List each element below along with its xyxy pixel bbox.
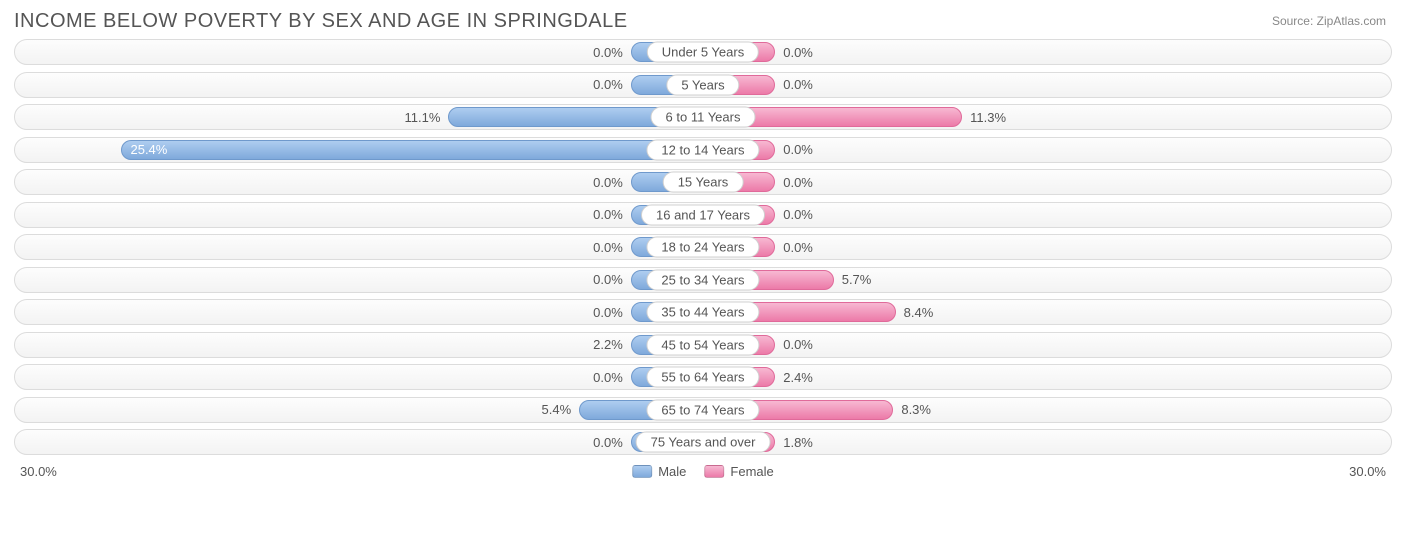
female-value-label: 8.3% (901, 400, 931, 420)
category-label: 75 Years and over (636, 432, 771, 453)
category-label: 16 and 17 Years (641, 204, 765, 225)
male-bar (121, 140, 704, 160)
legend-item-female: Female (704, 464, 773, 479)
axis-max-right: 30.0% (1349, 464, 1386, 479)
chart-row: 0.0% 0.0% Under 5 Years (14, 39, 1392, 65)
category-label: 15 Years (663, 172, 744, 193)
female-swatch-icon (704, 465, 724, 478)
category-label: Under 5 Years (647, 42, 759, 63)
female-value-label: 0.0% (783, 237, 813, 257)
female-value-label: 0.0% (783, 75, 813, 95)
category-label: 55 to 64 Years (646, 367, 759, 388)
category-label: 6 to 11 Years (651, 107, 756, 128)
source-label: Source: ZipAtlas.com (1272, 14, 1386, 28)
axis-max-left: 30.0% (20, 464, 57, 479)
male-value-label: 0.0% (593, 172, 623, 192)
male-value-label: 11.1% (405, 107, 441, 127)
male-value-label: 0.0% (593, 42, 623, 62)
male-value-label: 0.0% (593, 205, 623, 225)
category-label: 25 to 34 Years (646, 269, 759, 290)
male-value-label: 2.2% (593, 335, 623, 355)
chart-row: 11.1% 11.3% 6 to 11 Years (14, 104, 1392, 130)
category-label: 5 Years (666, 74, 739, 95)
legend-label-male: Male (658, 464, 686, 479)
male-value-label: 25.4% (130, 140, 167, 160)
male-value-label: 0.0% (593, 302, 623, 322)
category-label: 35 to 44 Years (646, 302, 759, 323)
chart-row: 2.2% 0.0% 45 to 54 Years (14, 332, 1392, 358)
legend-item-male: Male (632, 464, 686, 479)
chart-row: 0.0% 5.7% 25 to 34 Years (14, 267, 1392, 293)
category-label: 65 to 74 Years (646, 399, 759, 420)
category-label: 12 to 14 Years (646, 139, 759, 160)
chart-row: 0.0% 8.4% 35 to 44 Years (14, 299, 1392, 325)
female-value-label: 0.0% (783, 335, 813, 355)
chart-row: 5.4% 8.3% 65 to 74 Years (14, 397, 1392, 423)
chart-row: 0.0% 2.4% 55 to 64 Years (14, 364, 1392, 390)
female-value-label: 1.8% (783, 432, 813, 452)
male-swatch-icon (632, 465, 652, 478)
male-value-label: 0.0% (593, 237, 623, 257)
chart-row: 0.0% 0.0% 16 and 17 Years (14, 202, 1392, 228)
axis-row: 30.0% 30.0% Male Female (14, 462, 1392, 484)
male-value-label: 0.0% (593, 270, 623, 290)
female-value-label: 0.0% (783, 42, 813, 62)
female-value-label: 0.0% (783, 140, 813, 160)
category-label: 45 to 54 Years (646, 334, 759, 355)
female-value-label: 0.0% (783, 172, 813, 192)
female-value-label: 5.7% (842, 270, 872, 290)
legend: Male Female (632, 464, 774, 479)
category-label: 18 to 24 Years (646, 237, 759, 258)
female-value-label: 0.0% (783, 205, 813, 225)
chart-row: 0.0% 0.0% 5 Years (14, 72, 1392, 98)
chart-title: INCOME BELOW POVERTY BY SEX AND AGE IN S… (14, 10, 1392, 33)
male-value-label: 0.0% (593, 75, 623, 95)
poverty-tornado-chart: 0.0% 0.0% Under 5 Years 0.0% 0.0% 5 Years 11.1… (14, 39, 1392, 455)
female-value-label: 11.3% (970, 107, 1006, 127)
legend-label-female: Female (730, 464, 773, 479)
female-value-label: 2.4% (783, 367, 813, 387)
male-value-label: 5.4% (542, 400, 572, 420)
male-value-label: 0.0% (593, 367, 623, 387)
chart-row: 0.0% 0.0% 18 to 24 Years (14, 234, 1392, 260)
female-value-label: 8.4% (904, 302, 934, 322)
chart-row: 25.4% 0.0% 12 to 14 Years (14, 137, 1392, 163)
chart-row: 0.0% 0.0% 15 Years (14, 169, 1392, 195)
chart-row: 0.0% 1.8% 75 Years and over (14, 429, 1392, 455)
male-value-label: 0.0% (593, 432, 623, 452)
